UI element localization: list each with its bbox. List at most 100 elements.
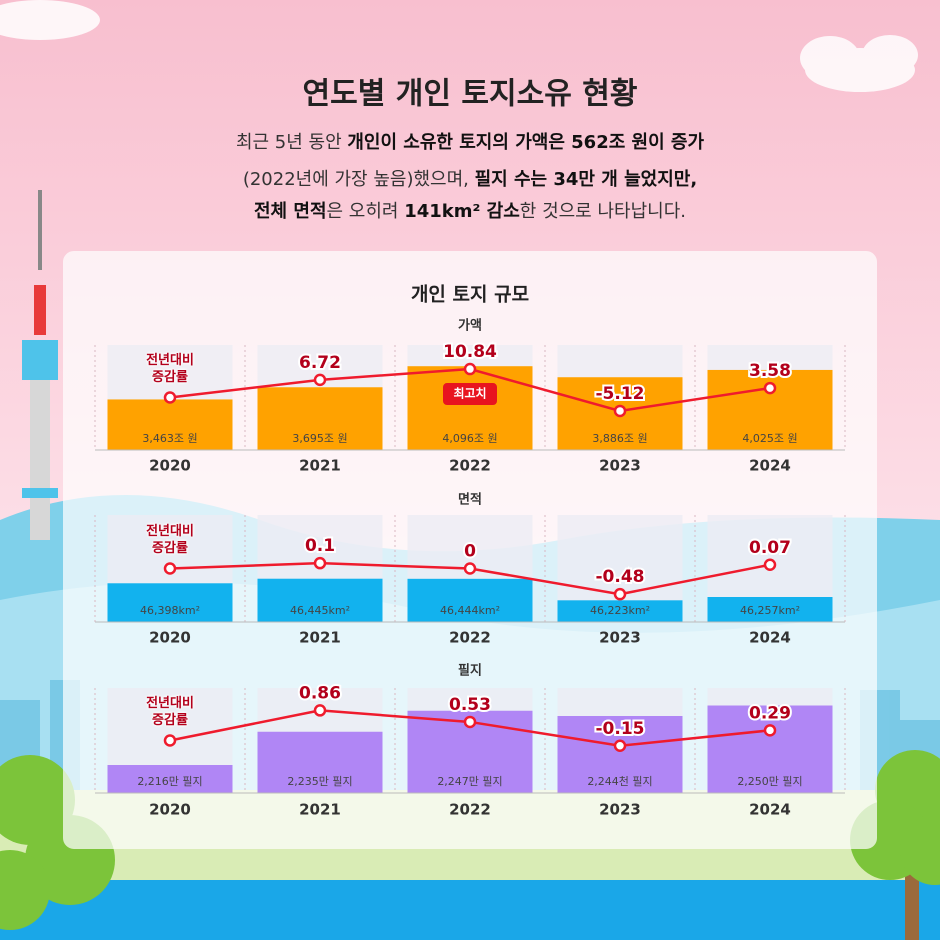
x-tick-label: 2024: [749, 801, 791, 819]
annotation-badge: [443, 383, 497, 406]
bar-label: 46,398km²: [140, 604, 200, 617]
x-tick-label: 2023: [599, 629, 641, 647]
rate-point: [463, 562, 477, 575]
bar-label: 46,444km²: [440, 604, 500, 617]
x-tick-label: 2021: [299, 801, 341, 819]
panel-title: 필지: [458, 664, 482, 679]
bar: [557, 600, 683, 622]
line-connector: [169, 709, 321, 742]
bar: [557, 716, 683, 793]
x-tick-label: 2021: [299, 457, 341, 475]
bar: [107, 765, 233, 793]
description-segment: 전체 면적: [254, 201, 327, 222]
rate-label: 0.86: [299, 683, 341, 703]
line-anchor: [163, 391, 177, 404]
card-title: 개인 토지 규모: [411, 284, 529, 306]
series-name: 전년대비 증감률: [146, 695, 194, 728]
series-name: 전년대비 증감률: [146, 352, 194, 385]
title: 연도별 개인 토지소유 현황: [303, 77, 638, 112]
bar-label: 4,025조 원: [742, 432, 797, 445]
line-anchor: [163, 562, 177, 575]
description-line: (2022년에 가장 높음)했으며, 필지 수는 34만 개 늘었지만,: [243, 169, 697, 190]
rate-point: [613, 739, 627, 752]
description-line: 최근 5년 동안 개인이 소유한 토지의 가액은 562조 원이 증가: [236, 132, 705, 153]
bar: [257, 578, 383, 622]
rate-label: 0.1: [305, 536, 335, 556]
x-tick-label: 2022: [449, 629, 491, 647]
panel-title: 가액: [458, 319, 482, 334]
rate-line: [319, 561, 771, 596]
line-connector: [169, 378, 321, 399]
annotation: 최고치: [453, 386, 486, 401]
x-tick-label: 2020: [149, 457, 191, 475]
description-segment: 141km² 감소: [404, 201, 520, 222]
panel-title: 면적: [458, 492, 482, 508]
rate-point: [463, 715, 477, 729]
bar-label: 3,886조 원: [592, 432, 647, 445]
bar-label: 2,244천 필지: [587, 774, 652, 788]
bar: [707, 705, 833, 793]
description-segment: 최근 5년 동안: [236, 132, 347, 153]
rate-point: [313, 373, 327, 387]
rate-label: 0.07: [749, 538, 791, 558]
rate-label: 0.53: [449, 695, 491, 715]
rate-label: 10.84: [443, 342, 497, 362]
bar-label: 46,223km²: [590, 604, 650, 617]
bar: [107, 583, 233, 622]
rate-label: 6.72: [299, 353, 341, 373]
bar-label: 2,235만 필지: [287, 775, 352, 788]
line-anchor: [163, 734, 177, 747]
rate-point: [763, 724, 777, 737]
rate-label: -0.15: [596, 719, 645, 739]
rate-label: 0.29: [749, 703, 791, 723]
bar-label: 3,695조 원: [292, 432, 347, 445]
x-tick-label: 2023: [599, 457, 641, 475]
rate-label: -0.48: [596, 567, 645, 587]
description-segment: 개인이 소유한 토지의 가액은 562조 원이 증가: [347, 132, 704, 153]
rate-point: [613, 587, 627, 601]
rate-point: [763, 558, 777, 572]
rate-label: -5.12: [596, 384, 645, 404]
description-segment: (2022년에 가장 높음)했으며,: [243, 169, 475, 190]
rate-point: [463, 362, 477, 376]
rate-line: [319, 367, 771, 413]
tower: [22, 190, 58, 540]
bar-label: 2,247만 필지: [437, 775, 502, 788]
rate-point: [313, 556, 327, 570]
x-tick-label: 2024: [749, 457, 791, 475]
rate-point: [613, 404, 627, 418]
description-line: 전체 면적은 오히려 141km² 감소한 것으로 나타납니다.: [254, 201, 686, 222]
clouds: [0, 0, 918, 92]
bar-label: 46,257km²: [740, 604, 800, 617]
line-connector: [169, 561, 321, 570]
bar-label: 3,463조 원: [142, 432, 197, 445]
river: [0, 880, 940, 940]
bar: [707, 597, 833, 622]
description-segment: 한 것으로 나타납니다.: [520, 201, 686, 222]
bar-label: 4,096조 원: [442, 432, 497, 445]
bar-label: 46,445km²: [290, 604, 350, 617]
rate-point: [313, 704, 327, 717]
x-tick-label: 2022: [449, 801, 491, 819]
bar: [257, 731, 383, 793]
description-segment: 은 오히려: [327, 201, 405, 222]
x-tick-label: 2020: [149, 629, 191, 647]
x-tick-label: 2020: [149, 801, 191, 819]
series-name: 전년대비 증감률: [146, 523, 194, 556]
x-tick-label: 2023: [599, 801, 641, 819]
rate-line: [319, 709, 771, 748]
description-segment: 필지 수는 34만 개 늘었지만,: [475, 169, 698, 190]
bar-label: 2,250만 필지: [737, 775, 802, 788]
bar: [407, 578, 533, 622]
bar-label: 2,216만 필지: [137, 775, 202, 788]
bar: [107, 399, 233, 450]
rate-label: 3.58: [749, 361, 791, 381]
x-tick-label: 2021: [299, 629, 341, 647]
x-tick-label: 2024: [749, 629, 791, 647]
rate-label: 0: [464, 542, 476, 562]
bar: [257, 387, 383, 450]
rate-point: [763, 381, 777, 395]
x-tick-label: 2022: [449, 457, 491, 475]
